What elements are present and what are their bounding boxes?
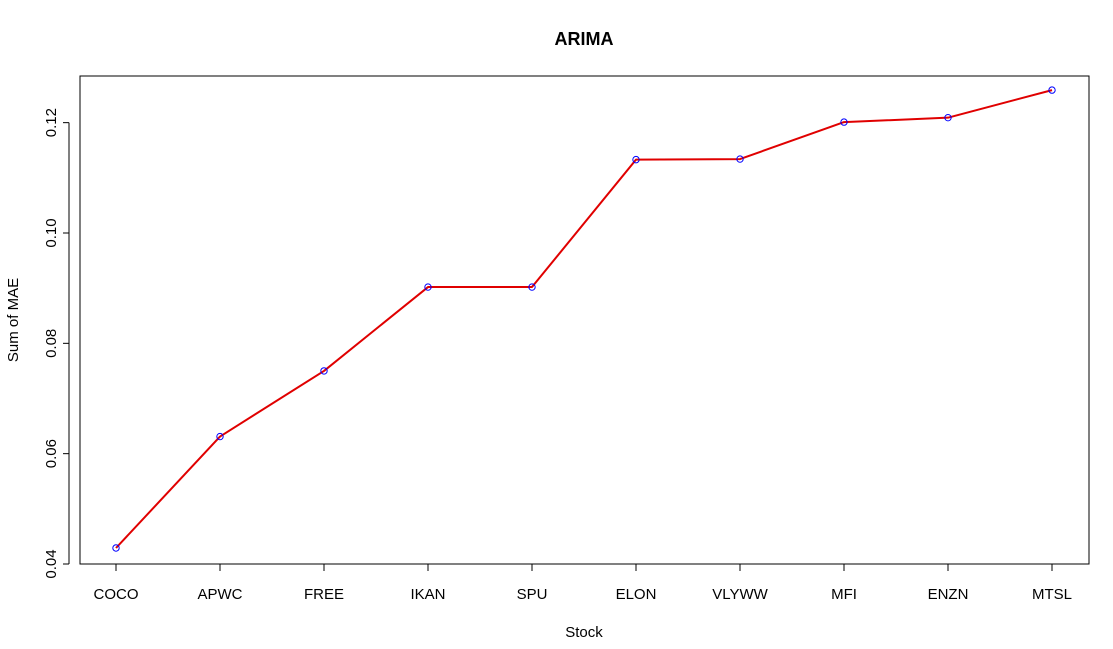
x-tick-label: APWC: [198, 586, 243, 603]
y-tick-label: 0.12: [43, 108, 60, 137]
x-axis: COCO APWC FREE IKAN SPU ELON VLYWW MFI ENZN MTSL: [94, 563, 1072, 603]
y-tick-label: 0.06: [43, 439, 60, 468]
y-axis-label: Sum of MAE: [5, 278, 22, 362]
y-axis: 0.04 0.06 0.08 0.10 0.12: [43, 108, 70, 579]
series-layer: [112, 86, 1056, 552]
y-tick-label: 0.08: [43, 329, 60, 358]
data-point: [632, 155, 640, 164]
x-tick-label: ENZN: [928, 586, 969, 603]
data-point: [216, 432, 224, 441]
data-point: [944, 113, 952, 122]
plot-frame: [79, 75, 1090, 565]
x-axis-label: Stock: [565, 624, 603, 641]
y-tick-label: 0.04: [43, 549, 60, 578]
y-tick-label: 0.10: [43, 218, 60, 247]
data-point: [112, 544, 120, 552]
x-tick-label: MTSL: [1032, 586, 1072, 603]
data-point: [424, 283, 432, 291]
x-tick-label: ELON: [616, 586, 657, 603]
x-tick-label: SPU: [517, 586, 548, 603]
x-tick-label: FREE: [304, 586, 344, 603]
data-point: [320, 367, 328, 375]
x-tick-label: MFI: [831, 586, 857, 603]
data-point: [840, 118, 848, 126]
data-point: [528, 283, 536, 291]
data-point: [1048, 86, 1056, 94]
series-line: [115, 89, 1053, 549]
x-tick-label: VLYWW: [712, 586, 768, 603]
data-point: [736, 155, 744, 163]
x-tick-label: IKAN: [410, 586, 445, 603]
chart-title: ARIMA: [555, 29, 614, 49]
x-tick-label: COCO: [94, 586, 139, 603]
